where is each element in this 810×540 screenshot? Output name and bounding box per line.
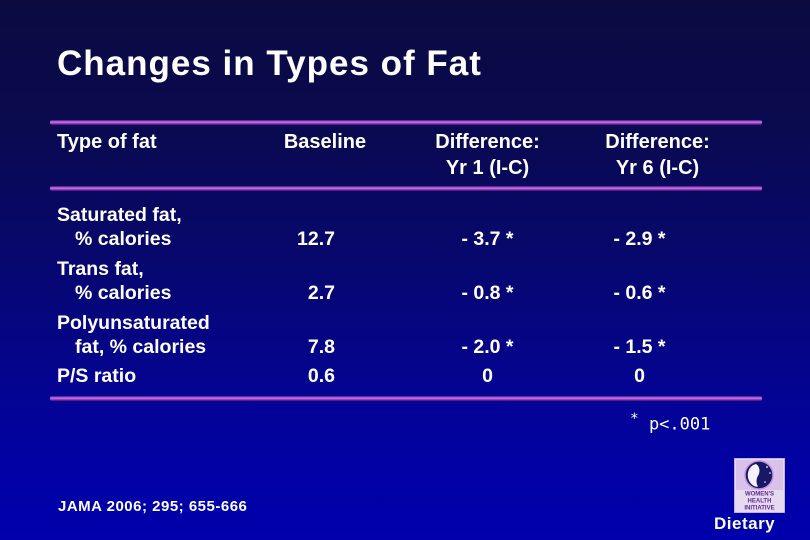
cell-difference-yr1: - 2.0 * [461, 336, 514, 358]
cell-difference-yr6: 0 [634, 365, 645, 387]
cell-difference-yr1: - 3.7 * [461, 228, 514, 250]
table-row-ps-ratio: P/S ratio 0.6 0 0 [50, 364, 762, 388]
table-row-polyunsaturated-fat: Polyunsaturated fat, % calories 7.8 - 2.… [50, 311, 762, 359]
cell-baseline: 7.8 [307, 336, 335, 358]
column-header-difference-yr1-line2: Yr 1 (I-C) [445, 157, 530, 179]
row-label: P/S ratio [50, 364, 250, 388]
cell-baseline: 12.7 [297, 228, 335, 250]
table-header-separator [50, 186, 762, 191]
cell-difference-yr1: - 0.8 * [461, 282, 514, 304]
column-header-difference-yr1: Difference: Yr 1 (I-C) [400, 129, 575, 181]
table-row-saturated-fat: Saturated fat, % calories 12.7 - 3.7 * -… [50, 203, 762, 251]
row-label: Saturated fat, % calories [50, 203, 250, 251]
row-label-line1: Saturated fat, [57, 204, 182, 226]
row-label-line1: P/S ratio [57, 365, 137, 387]
citation-text: JAMA 2006; 295; 655-666 [58, 498, 248, 515]
table-top-separator [50, 120, 762, 125]
whi-logo-text-line1: WOMEN'S [745, 492, 774, 498]
slide-title: Changes in Types of Fat [57, 44, 482, 83]
row-label-line1: Polyunsaturated [57, 312, 210, 334]
column-header-type-of-fat: Type of fat [57, 131, 157, 153]
column-header-difference-yr6-line2: Yr 6 (I-C) [615, 157, 700, 179]
cell-difference-yr6: - 1.5 * [613, 336, 666, 358]
column-header-difference-yr6: Difference: Yr 6 (I-C) [575, 129, 740, 181]
table-header-row: Type of fat Baseline Difference: Yr 1 (I… [50, 129, 762, 181]
whi-logo-icon: WOMEN'S HEALTH INITIATIVE [734, 458, 785, 513]
column-header-baseline: Baseline [283, 131, 367, 153]
cell-baseline: 2.7 [307, 282, 335, 304]
table-bottom-separator [50, 396, 762, 401]
column-header-difference-yr1-line1: Difference: [435, 131, 540, 153]
asterisk-marker: * [630, 411, 639, 427]
table-row-trans-fat: Trans fat, % calories 2.7 - 0.8 * - 0.6 … [50, 257, 762, 305]
row-label-line2: % calories [75, 228, 172, 250]
row-label-line2: fat, % calories [75, 336, 207, 358]
whi-logo-text-line2: HEALTH [748, 499, 772, 505]
column-header-difference-yr6-line1: Difference: [605, 131, 710, 153]
row-label-line2: % calories [75, 282, 172, 304]
row-label: Trans fat, % calories [50, 257, 250, 305]
cell-difference-yr6: - 0.6 * [613, 282, 666, 304]
row-label: Polyunsaturated fat, % calories [50, 311, 250, 359]
whi-logo-text-line3: INITIATIVE [744, 506, 774, 512]
footnote-text: p<.001 [638, 414, 711, 435]
category-label: Dietary [714, 514, 776, 533]
cell-difference-yr6: - 2.9 * [613, 228, 666, 250]
cell-baseline: 0.6 [307, 365, 335, 387]
cell-difference-yr1: 0 [482, 365, 493, 387]
row-label-line1: Trans fat, [57, 258, 144, 280]
significance-footnote: * p<.001 [630, 411, 710, 435]
